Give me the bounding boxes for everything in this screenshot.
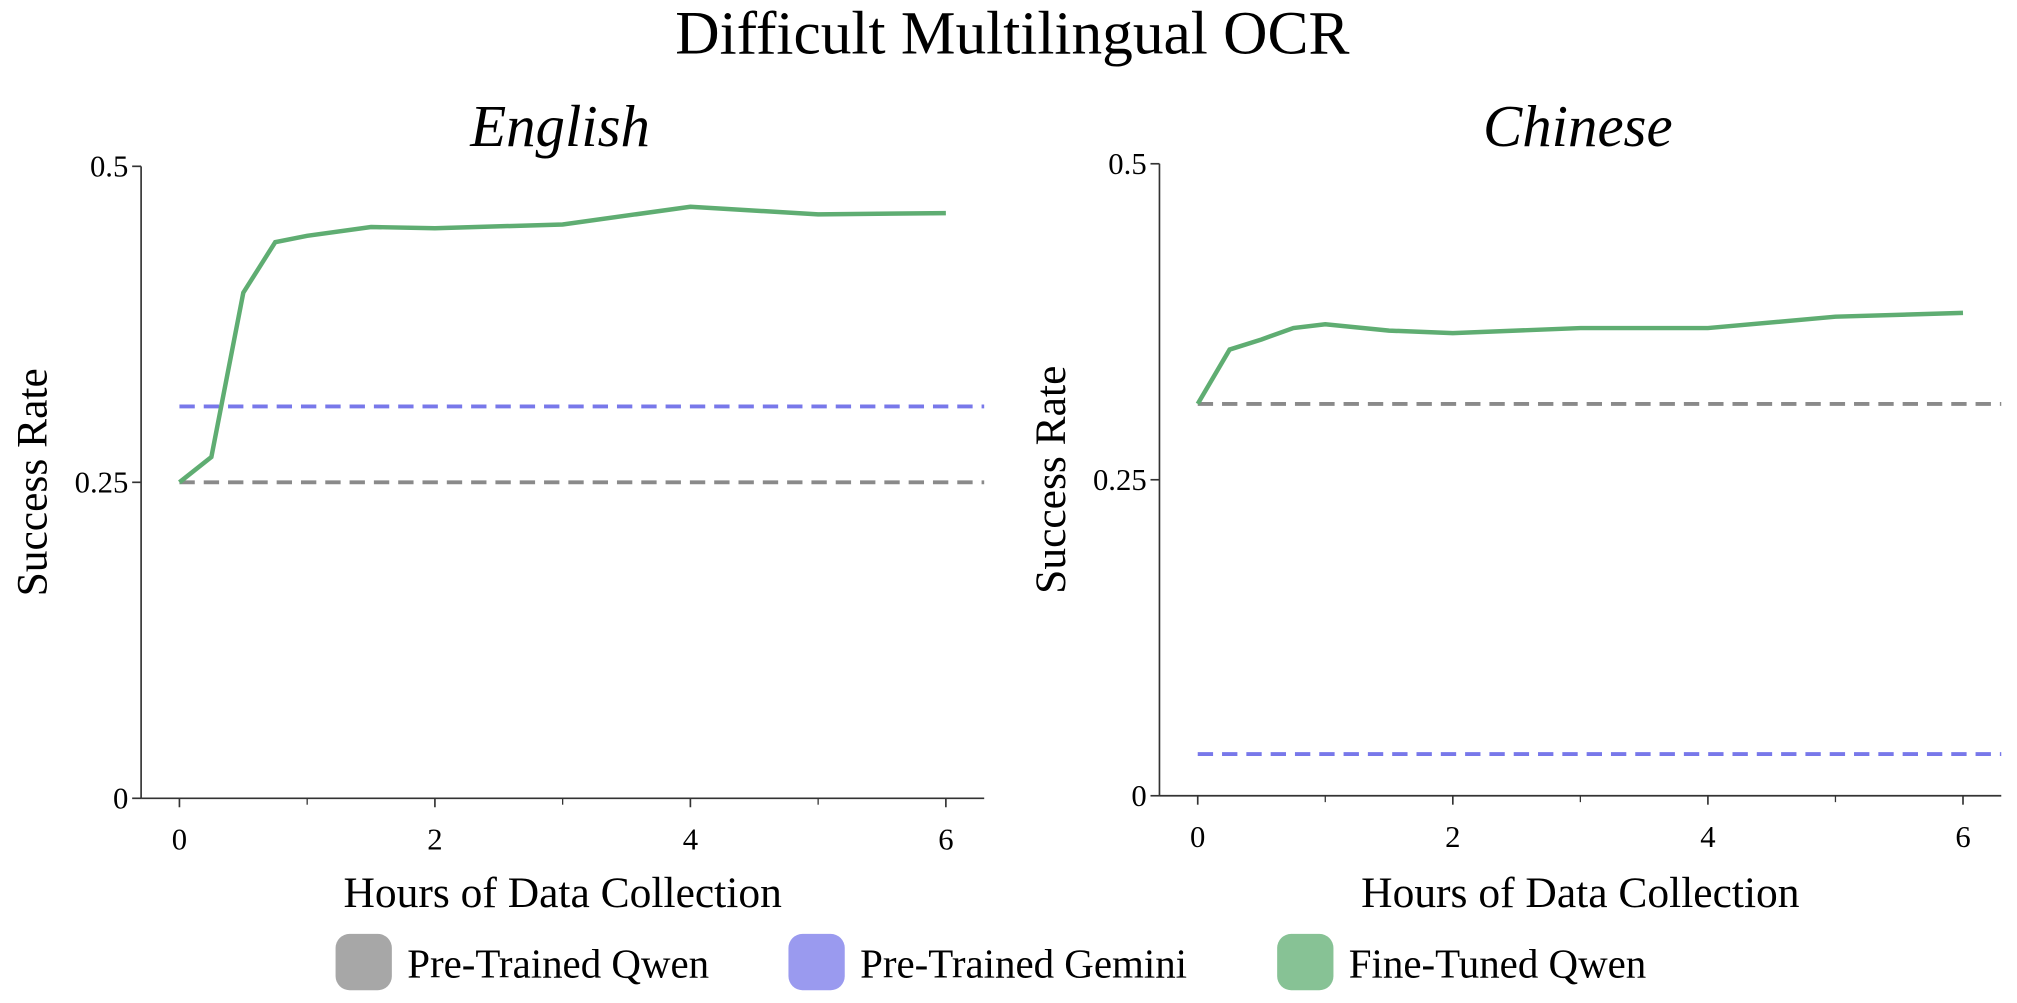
legend-swatch — [335, 933, 392, 991]
x-tick-label: 2 — [427, 822, 442, 856]
legend-swatch — [1277, 933, 1334, 991]
y-axis-label: Success Rate — [1027, 366, 1075, 594]
panel-title: English — [469, 94, 650, 159]
legend-swatch — [788, 933, 845, 991]
figure-title: Difficult Multilingual OCR — [675, 0, 1349, 68]
y-tick-label: 0 — [113, 782, 128, 816]
y-tick-label: 0.25 — [75, 466, 129, 500]
legend-label: Fine-Tuned Qwen — [1349, 941, 1646, 986]
x-axis-label: Hours of Data Collection — [343, 869, 782, 917]
x-tick-label: 4 — [683, 822, 698, 856]
x-axis-label: Hours of Data Collection — [1361, 869, 1800, 917]
legend-label: Pre-Trained Qwen — [407, 941, 709, 986]
x-tick-label: 6 — [938, 822, 953, 856]
series-line — [178, 204, 946, 485]
panel-title: Chinese — [1483, 94, 1673, 159]
x-tick-label: 4 — [1700, 820, 1715, 854]
y-tick-label: 0.5 — [1108, 147, 1146, 181]
series-line — [1195, 310, 1964, 406]
x-tick-label: 6 — [1955, 820, 1970, 854]
y-axis-label: Success Rate — [8, 368, 56, 596]
y-tick-label: 0.25 — [1093, 463, 1147, 497]
legend-label: Pre-Trained Gemini — [860, 941, 1187, 986]
x-tick-label: 0 — [1190, 820, 1205, 854]
x-tick-label: 0 — [172, 822, 187, 856]
y-tick-label: 0.5 — [90, 150, 128, 184]
x-tick-label: 2 — [1445, 820, 1460, 854]
y-tick-label: 0 — [1131, 779, 1146, 813]
